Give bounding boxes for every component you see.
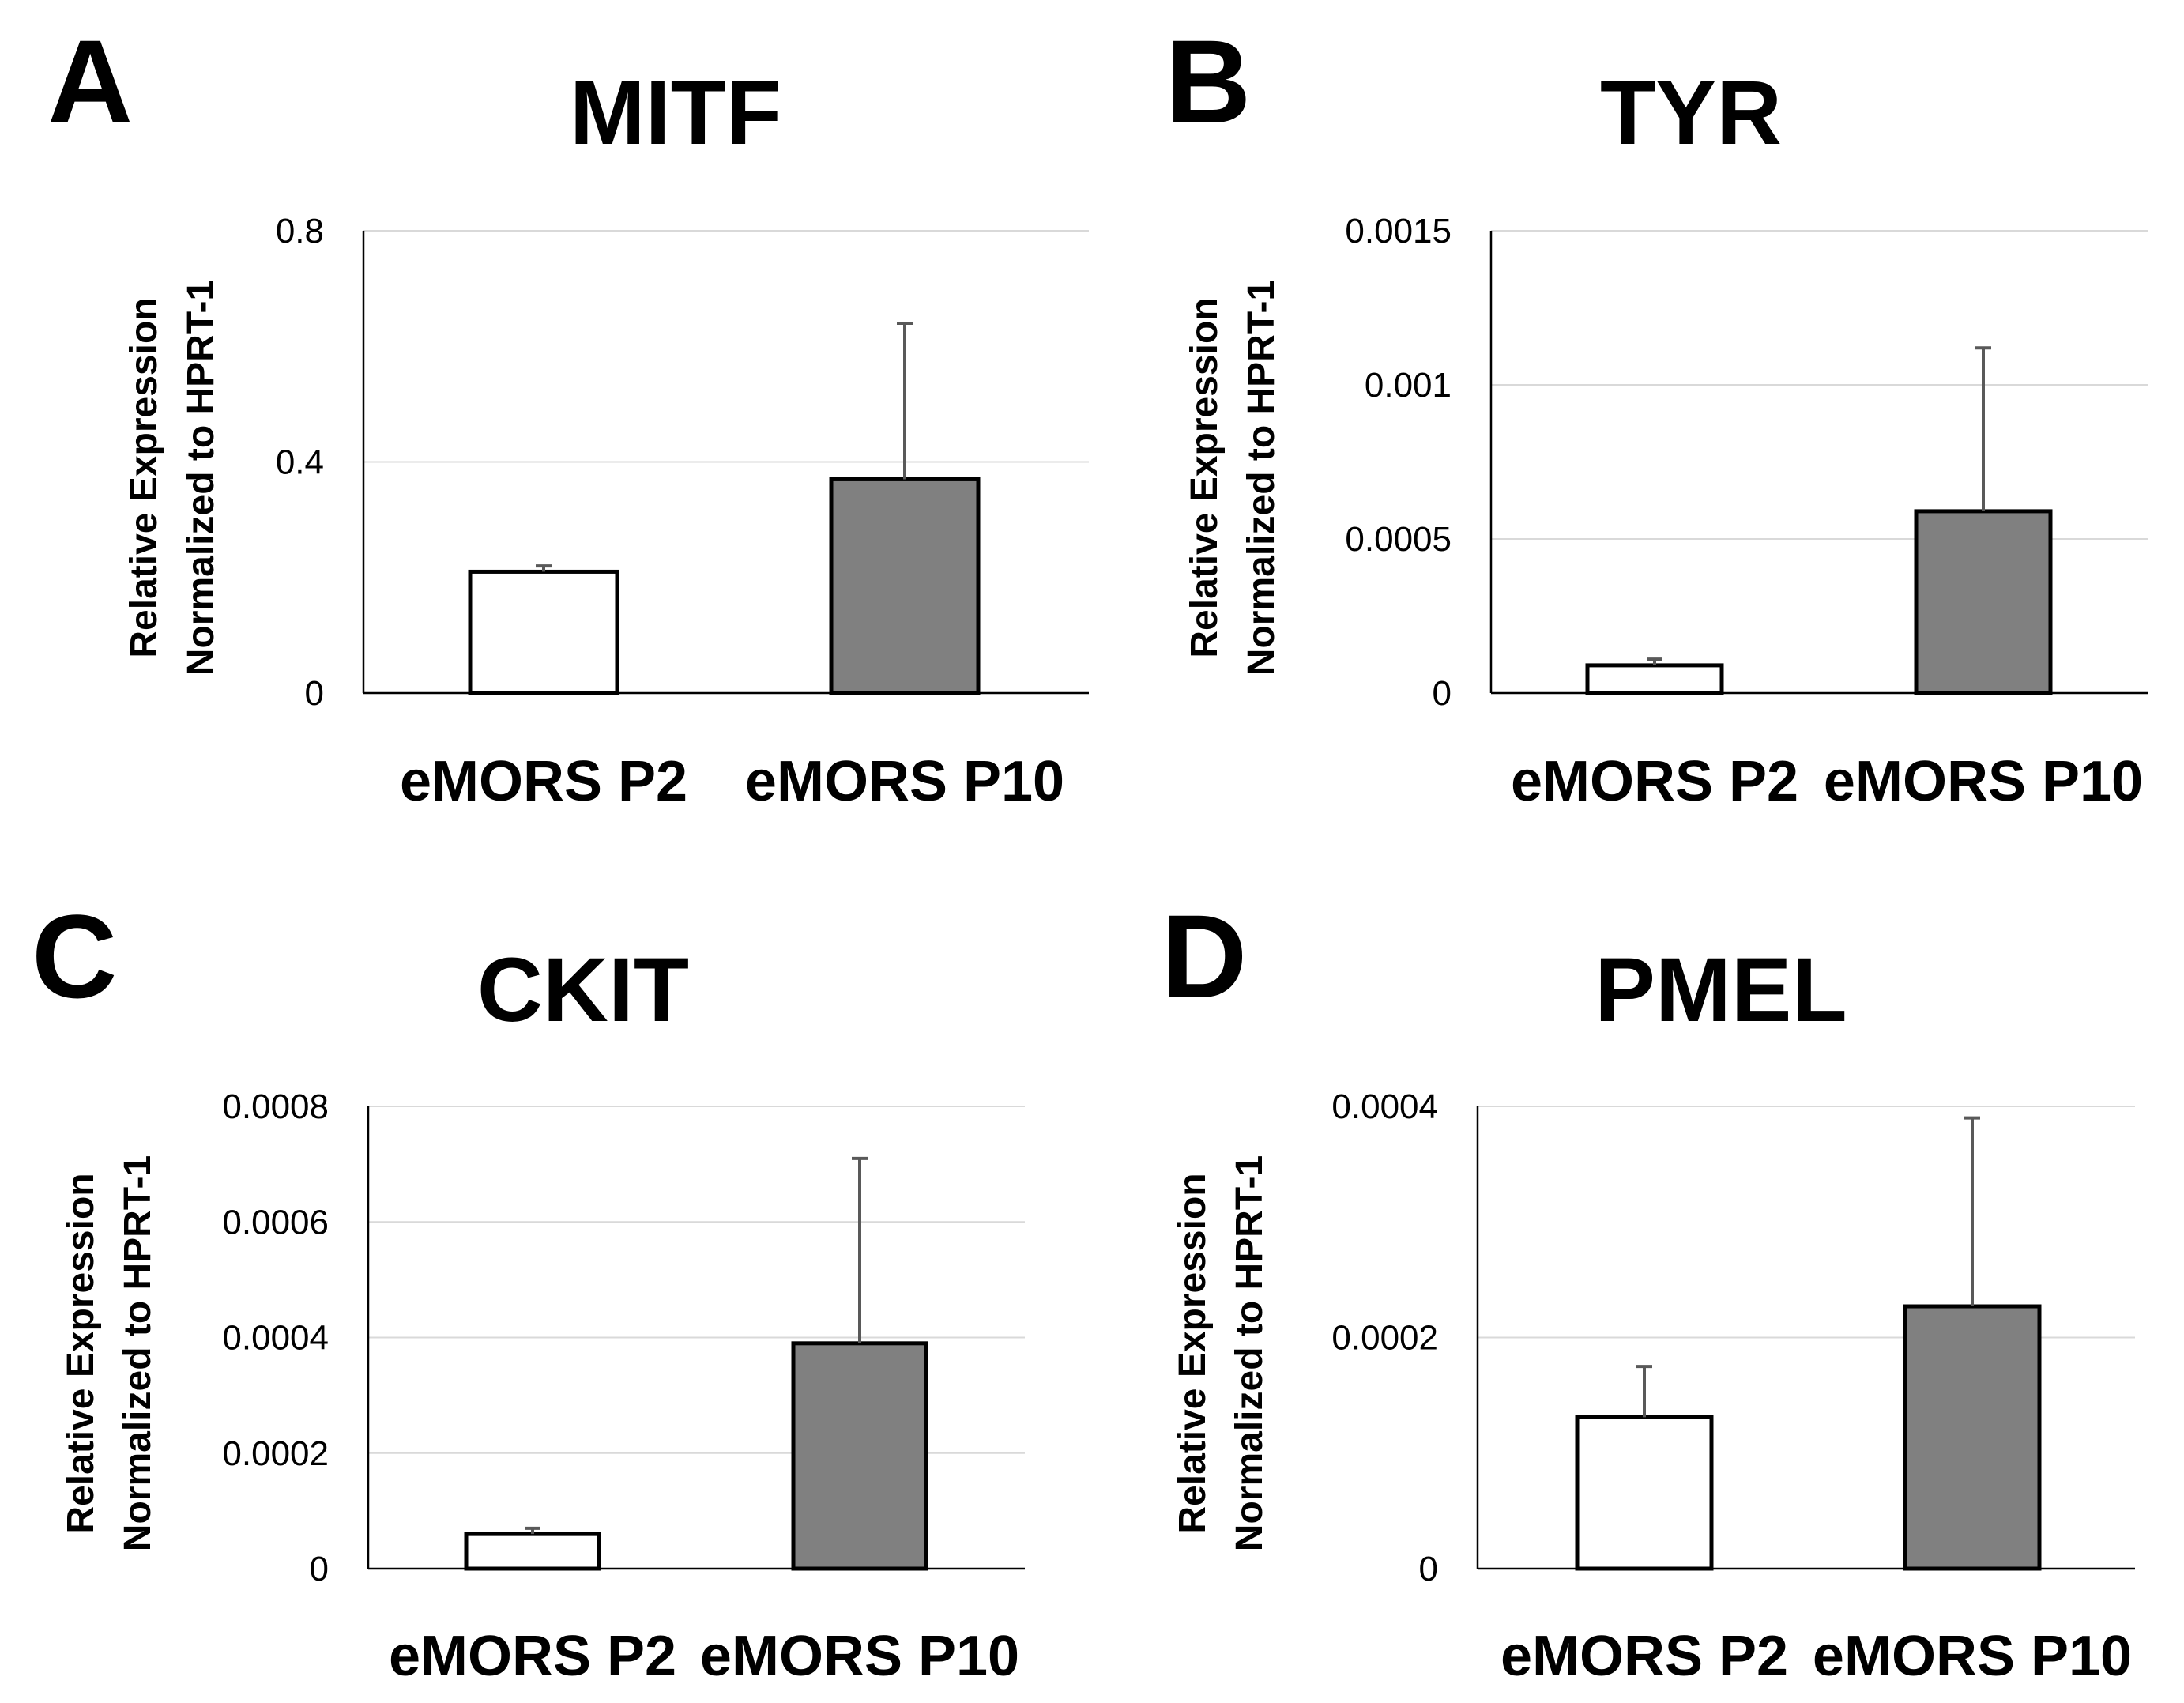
- bar: [1903, 1304, 2042, 1571]
- x-category-label: eMORS P2: [389, 1625, 676, 1688]
- chart-title: CKIT: [477, 940, 689, 1041]
- chart-panel-c: C CKIT 0 0.0002 0.0004 0.0006 0.0008 Relative E…: [32, 890, 1025, 1688]
- y-tick-label: 0: [305, 674, 324, 713]
- chart-title: TYR: [1600, 62, 1782, 164]
- y-tick-label: 0.4: [276, 443, 324, 482]
- x-category-label: eMORS P10: [745, 750, 1064, 813]
- y-tick-label: 0.0002: [222, 1434, 329, 1473]
- y-tick-label: 0: [1419, 1550, 1438, 1588]
- y-axis-label: Normalized to HPRT-1: [1229, 1155, 1271, 1551]
- y-tick-label: 0.0004: [1331, 1087, 1438, 1126]
- x-category-label: eMORS P2: [400, 750, 687, 813]
- chart-title: PMEL: [1595, 940, 1847, 1041]
- bar: [829, 477, 981, 695]
- panel-letter: D: [1162, 890, 1247, 1023]
- bar: [464, 1532, 601, 1571]
- bar: [1585, 663, 1724, 695]
- panel-letter: A: [47, 15, 133, 148]
- x-category-label: eMORS P10: [1824, 750, 2143, 813]
- y-tick-label: 0.0008: [222, 1087, 329, 1126]
- x-category-label: eMORS P2: [1501, 1625, 1788, 1688]
- y-tick-label: 0: [1433, 674, 1452, 713]
- y-tick-label: 0: [310, 1550, 329, 1588]
- x-category-label: eMORS P10: [700, 1625, 1019, 1688]
- y-axis-label: Relative Expression: [1184, 297, 1226, 657]
- y-axis-label: Relative Expression: [1172, 1173, 1214, 1533]
- bar: [1914, 509, 2053, 695]
- chart-panel-a: A MITF 0 0.4 0.8 Relative Expression Normalize…: [47, 15, 1089, 813]
- y-axis-label: Normalized to HPRT-1: [117, 1155, 159, 1551]
- x-category-label: eMORS P2: [1511, 750, 1798, 813]
- y-tick-label: 0.0015: [1345, 212, 1452, 251]
- y-axis-label: Normalized to HPRT-1: [1241, 280, 1282, 676]
- y-tick-label: 0.8: [276, 212, 324, 251]
- chart-panel-b: B TYR 0 0.0005 0.001 0.0015 Relative Expressio…: [1165, 15, 2148, 813]
- bar: [468, 569, 619, 695]
- y-axis-label: Relative Expression: [60, 1173, 102, 1533]
- y-tick-label: 0.001: [1365, 366, 1452, 405]
- chart-title: MITF: [570, 62, 781, 164]
- panel-letter: C: [32, 890, 117, 1023]
- y-tick-label: 0.0002: [1331, 1319, 1438, 1358]
- y-tick-label: 0.0005: [1345, 520, 1452, 559]
- panel-letter: B: [1165, 15, 1251, 148]
- y-tick-label: 0.0006: [222, 1203, 329, 1241]
- y-axis-label: Relative Expression: [123, 297, 165, 657]
- y-axis-label: Normalized to HPRT-1: [180, 280, 222, 676]
- x-category-label: eMORS P10: [1813, 1625, 2132, 1688]
- chart-panel-d: D PMEL 0 0.0002 0.0004 Relative Expression Nor…: [1162, 890, 2135, 1688]
- bar: [791, 1341, 928, 1571]
- bar: [1575, 1415, 1714, 1571]
- y-tick-label: 0.0004: [222, 1319, 329, 1358]
